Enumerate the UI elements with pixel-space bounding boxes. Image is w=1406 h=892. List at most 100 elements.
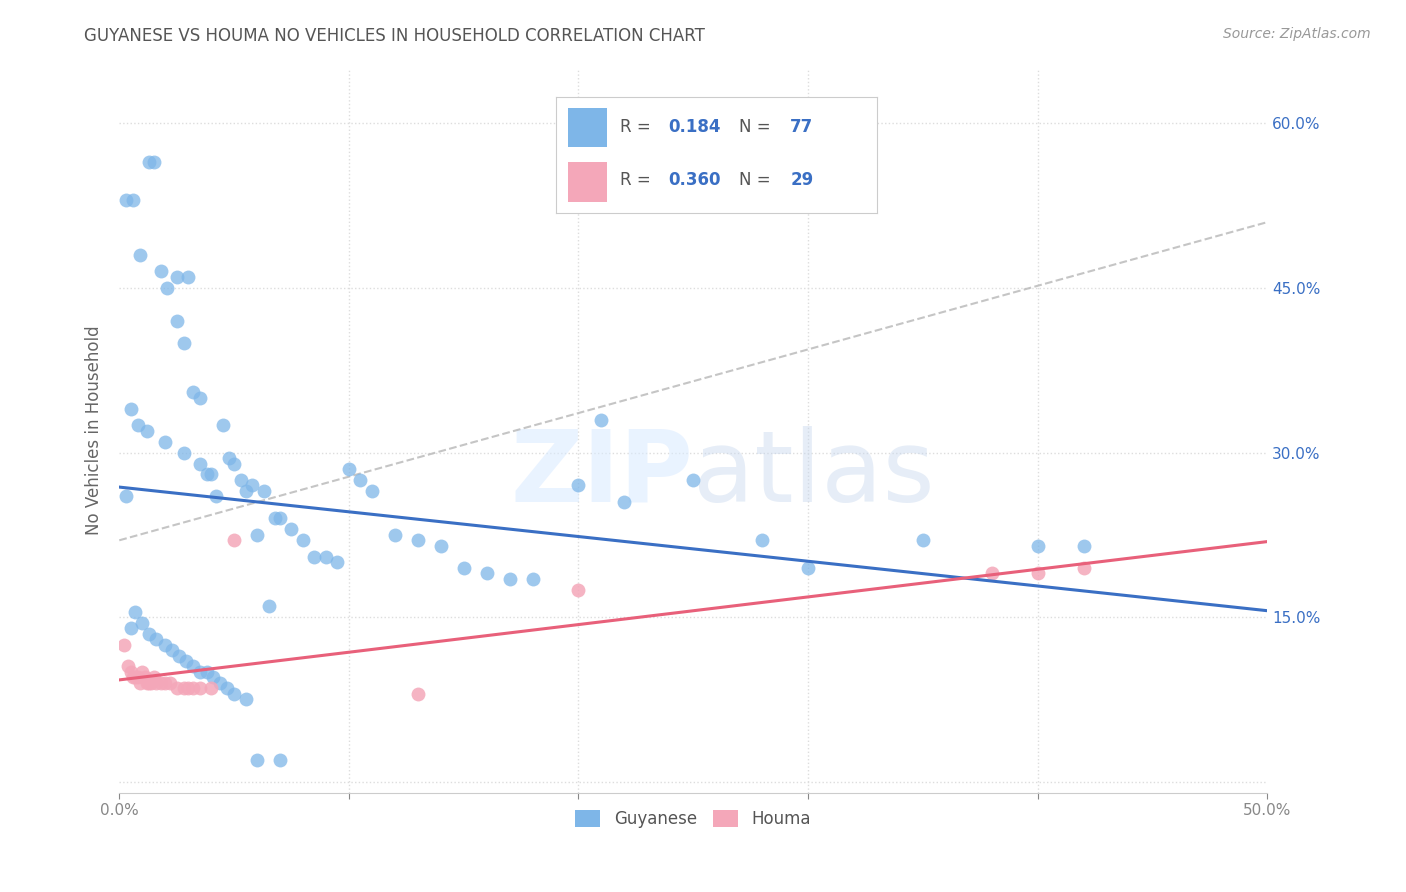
- Point: [145, 676, 167, 690]
- Point: [1026, 539, 1049, 553]
- Point: [127, 670, 149, 684]
- Point: [153, 434, 176, 449]
- Point: [120, 401, 142, 416]
- Point: [384, 528, 406, 542]
- Point: [112, 638, 135, 652]
- Point: [222, 533, 245, 548]
- Point: [129, 676, 152, 690]
- Point: [181, 385, 204, 400]
- Point: [173, 335, 195, 350]
- Point: [159, 676, 181, 690]
- Point: [181, 659, 204, 673]
- Point: [131, 665, 153, 679]
- Point: [304, 549, 326, 564]
- Point: [246, 753, 269, 767]
- Point: [135, 676, 157, 690]
- Point: [337, 462, 360, 476]
- Point: [173, 681, 195, 696]
- Point: [188, 681, 211, 696]
- Point: [980, 566, 1002, 581]
- Point: [242, 478, 264, 492]
- Point: [188, 665, 211, 679]
- Text: atlas: atlas: [693, 425, 935, 523]
- Text: GUYANESE VS HOUMA NO VEHICLES IN HOUSEHOLD CORRELATION CHART: GUYANESE VS HOUMA NO VEHICLES IN HOUSEHO…: [84, 27, 706, 45]
- Point: [129, 248, 152, 262]
- Point: [156, 281, 179, 295]
- Point: [166, 314, 188, 328]
- Point: [522, 572, 544, 586]
- Point: [202, 670, 225, 684]
- Point: [280, 522, 302, 536]
- Point: [188, 391, 211, 405]
- Point: [253, 483, 276, 498]
- Point: [349, 473, 371, 487]
- Point: [153, 638, 176, 652]
- Point: [1073, 560, 1095, 574]
- Point: [138, 676, 160, 690]
- Point: [177, 270, 200, 285]
- Point: [269, 753, 291, 767]
- Point: [613, 495, 636, 509]
- Point: [149, 264, 172, 278]
- Point: [120, 621, 142, 635]
- Point: [498, 572, 520, 586]
- Point: [209, 676, 232, 690]
- Point: [166, 681, 188, 696]
- Point: [122, 670, 145, 684]
- Point: [173, 445, 195, 459]
- Point: [567, 478, 589, 492]
- Point: [124, 670, 146, 684]
- Point: [475, 566, 498, 581]
- Point: [134, 670, 156, 684]
- Point: [142, 154, 165, 169]
- Point: [200, 467, 222, 482]
- Point: [235, 483, 257, 498]
- Point: [217, 681, 239, 696]
- Text: Source: ZipAtlas.com: Source: ZipAtlas.com: [1223, 27, 1371, 41]
- Point: [124, 605, 146, 619]
- Point: [131, 615, 153, 630]
- Point: [145, 632, 167, 646]
- Point: [141, 676, 163, 690]
- Point: [326, 555, 349, 569]
- Legend: Guyanese, Houma: Guyanese, Houma: [568, 804, 818, 835]
- Point: [195, 665, 218, 679]
- Point: [218, 450, 240, 465]
- Point: [195, 467, 218, 482]
- Y-axis label: No Vehicles in Household: No Vehicles in Household: [86, 326, 103, 535]
- Point: [181, 681, 204, 696]
- Point: [138, 154, 160, 169]
- Point: [142, 670, 165, 684]
- Point: [229, 473, 252, 487]
- Point: [682, 473, 704, 487]
- Point: [174, 654, 197, 668]
- Point: [1026, 566, 1049, 581]
- Point: [797, 560, 820, 574]
- Point: [269, 511, 291, 525]
- Point: [122, 193, 145, 207]
- Point: [751, 533, 773, 548]
- Point: [200, 681, 222, 696]
- Point: [120, 665, 142, 679]
- Point: [264, 511, 287, 525]
- Point: [406, 533, 429, 548]
- Point: [429, 539, 451, 553]
- Point: [115, 490, 138, 504]
- Text: ZIP: ZIP: [510, 425, 693, 523]
- Point: [135, 424, 157, 438]
- Point: [222, 457, 245, 471]
- Point: [315, 549, 337, 564]
- Point: [222, 687, 245, 701]
- Point: [166, 270, 188, 285]
- Point: [235, 692, 257, 706]
- Point: [160, 643, 183, 657]
- Point: [149, 676, 172, 690]
- Point: [406, 687, 429, 701]
- Point: [257, 599, 280, 614]
- Point: [246, 528, 269, 542]
- Point: [188, 457, 211, 471]
- Point: [117, 659, 139, 673]
- Point: [1073, 539, 1095, 553]
- Point: [453, 560, 475, 574]
- Point: [153, 676, 176, 690]
